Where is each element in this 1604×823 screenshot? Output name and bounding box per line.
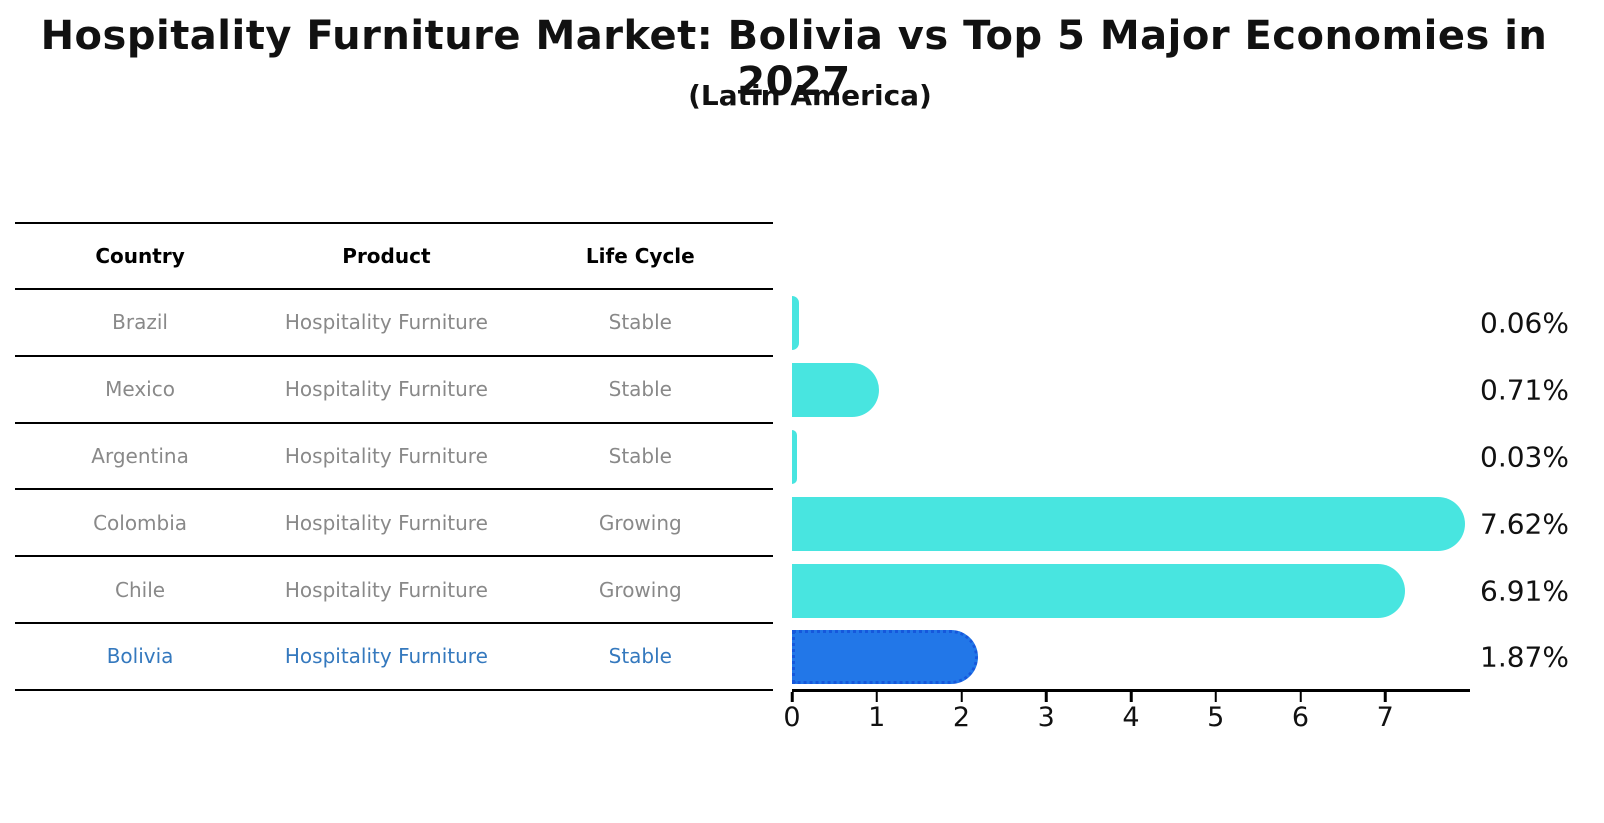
x-axis-tick-label: 0 [783,702,801,733]
x-axis-tick-label: 5 [1207,702,1225,733]
table-cell-product: Hospitality Furniture [284,510,488,535]
table-cell-life-cycle: Stable [608,310,672,335]
table-row: Colombia Hospitality Furniture Growing [15,490,773,558]
table-cell-country: Chile [115,577,166,602]
comparison-table: Country Product Life Cycle Brazil Hospita… [15,222,773,691]
bar-argentina [792,429,797,484]
table-header-product: Product [342,244,431,268]
x-axis-tick-label: 3 [1037,702,1055,733]
x-axis-tick-label: 6 [1291,702,1310,733]
bar-row [792,357,1470,424]
table-row: Argentina Hospitality Furniture Stable [15,424,773,491]
bar-brazil [792,296,800,351]
bar-row [792,624,1470,691]
x-axis-tick [1214,692,1217,702]
x-axis-tick [790,692,794,702]
x-axis-tick [960,692,963,702]
table-cell-product: Hospitality Furniture [284,310,488,335]
bar-row [792,490,1470,557]
table-cell-product: Hospitality Furniture [284,577,488,602]
x-axis-tick-label: 2 [952,702,971,733]
x-axis-tick [1299,692,1302,702]
table-cell-country: Bolivia [106,644,174,669]
table-cell-product: Hospitality Furniture [284,644,488,669]
table-header-life-cycle: Life Cycle [585,244,695,268]
bar-row [792,424,1470,491]
bar-row [792,557,1470,624]
x-axis-tick-label: 1 [868,702,886,733]
table-row: Bolivia Hospitality Furniture Stable [15,624,773,691]
table-cell-life-cycle: Growing [598,577,682,602]
x-axis-line [792,689,1470,692]
bar-value-label: 1.87% [1480,640,1569,674]
table-header-row: Country Product Life Cycle [15,224,773,290]
table-cell-product: Hospitality Furniture [284,443,488,468]
table-row: Chile Hospitality Furniture Growing [15,557,773,624]
x-axis-tick-label: 4 [1122,702,1140,733]
table-row: Brazil Hospitality Furniture Stable [15,290,773,357]
bar-bolivia [792,630,978,685]
table-cell-product: Hospitality Furniture [284,377,488,402]
x-axis-tick [1129,692,1133,702]
table-cell-country: Brazil [112,310,168,335]
table-cell-life-cycle: Stable [608,377,672,402]
table-header-country: Country [95,244,185,268]
bar-value-label: 7.62% [1480,507,1569,541]
table-cell-life-cycle: Growing [598,510,682,535]
bar-mexico [792,363,880,418]
x-axis-tick-label: 7 [1376,702,1394,733]
bar-chile [792,563,1405,618]
bar-value-label: 0.06% [1480,306,1569,340]
table-cell-country: Argentina [91,443,189,468]
table-cell-life-cycle: Stable [608,443,672,468]
bar-colombia [792,496,1465,551]
page-title: Hospitality Furniture Market: Bolivia vs… [40,13,1548,105]
table-cell-country: Colombia [93,510,188,535]
bar-value-label: 0.03% [1480,440,1569,474]
x-axis-tick [875,692,878,702]
table-cell-country: Mexico [105,377,175,402]
bar-value-label: 6.91% [1480,574,1569,608]
bar-row [792,290,1470,357]
x-axis-tick [1384,692,1387,702]
page-subtitle: (Latin America) [688,79,932,112]
bar-plot-area [792,290,1470,691]
x-axis-tick [1045,692,1048,702]
table-row: Mexico Hospitality Furniture Stable [15,357,773,424]
table-cell-life-cycle: Stable [608,644,672,669]
bar-value-label: 0.71% [1480,373,1569,407]
